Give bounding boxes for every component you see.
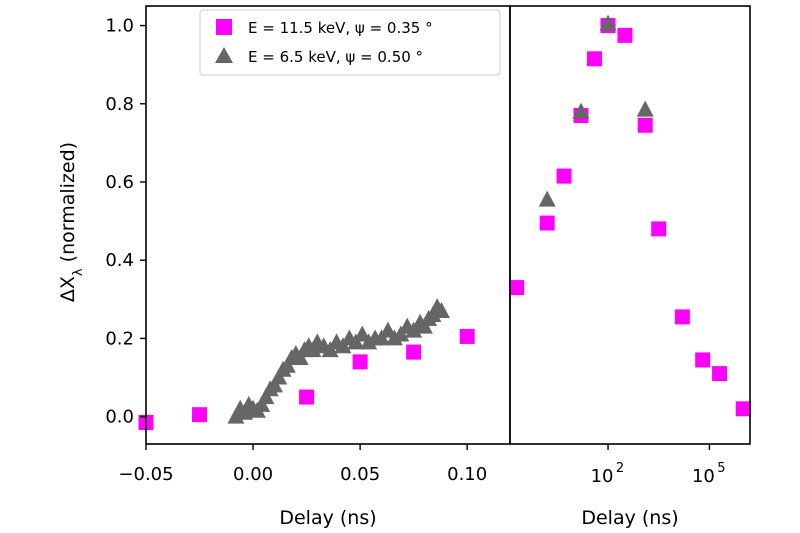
left-square-point [299,389,315,405]
legend-box [199,9,501,76]
y-tick-label: 0.6 [105,172,134,193]
right-x-tick-exponent: 2 [616,461,624,476]
left-triangle-point [432,302,450,319]
y-tick-label: 1.0 [105,16,134,37]
left-x-tick-label: 0.05 [340,464,380,485]
right-x-tick-label: 10 [692,466,715,487]
right-triangle-point [599,14,617,31]
right-square-point [539,215,555,231]
right-square-point [637,117,653,133]
right-triangle-point [538,190,556,207]
legend-square-marker [216,19,232,35]
y-tick-label: 0.2 [105,328,134,349]
legend-label-series-1: E = 11.5 keV, ψ = 0.35 ° [248,19,433,37]
right-square-point [735,401,751,417]
right-square-point [674,309,690,325]
left-square-point [406,344,422,360]
right-square-point [509,280,525,296]
left-square-point [192,407,208,423]
legend-triangle-marker [215,47,233,63]
y-tick-label: 0.4 [105,250,134,271]
y-tick-label: 0.8 [105,94,134,115]
right-plot-frame [509,5,751,445]
right-x-axis-title: Delay (ns) [581,507,678,529]
right-square-point [712,366,728,382]
y-axis-title: ΔXλ (normalized) [57,142,86,302]
left-square-point [459,328,475,344]
right-x-tick-exponent: 5 [717,461,725,476]
tick-labels: 0.00.20.40.60.81.0−0.05 0.00 0.05 0.10 10 2 10… [105,16,725,487]
y-tick-label: 0.0 [105,407,134,428]
right-square-point [617,27,633,43]
axes [140,5,751,450]
left-square-point [352,354,368,370]
right-square-point [695,352,711,368]
left-x-tick-label: 0.10 [447,464,487,485]
right-square-point [651,221,667,237]
right-panel-marks [509,14,751,417]
right-triangle-point [572,102,590,119]
left-x-tick-label: −0.05 [118,464,173,485]
legend: E = 11.5 keV, ψ = 0.35 ° E = 6.5 keV, ψ … [199,9,501,76]
right-x-tick-label: 10 [591,466,614,487]
left-x-axis-title: Delay (ns) [279,507,376,529]
right-square-point [556,168,572,184]
right-square-point [587,51,603,67]
left-panel-marks [138,298,475,430]
legend-label-series-2: E = 6.5 keV, ψ = 0.50 ° [248,48,423,66]
left-x-tick-label: 0.00 [233,464,273,485]
right-triangle-point [636,100,654,117]
